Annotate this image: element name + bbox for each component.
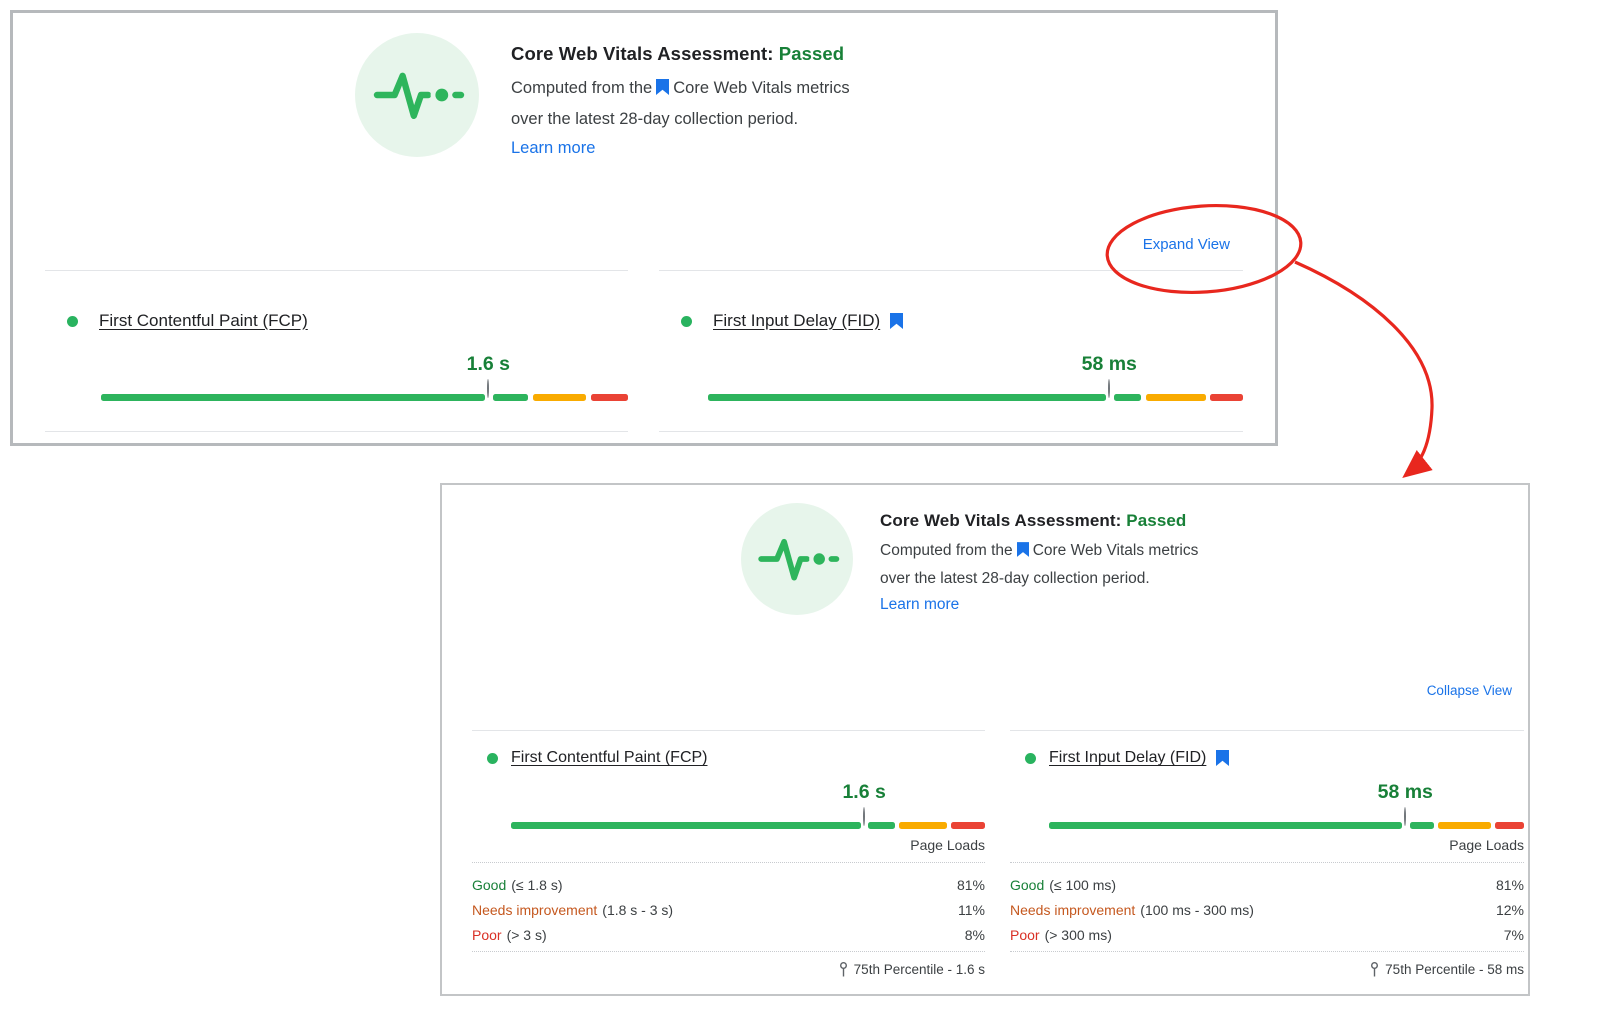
table-row-poor: Poor (> 300 ms) 7% — [1010, 924, 1524, 946]
assessment-desc-2: Core Web Vitals metrics — [1032, 542, 1199, 559]
needs-improvement-range: (1.8 s - 3 s) — [602, 902, 674, 918]
poor-percent: 7% — [1503, 927, 1524, 943]
cwv-assessment-panel-expanded: Core Web Vitals Assessment: Passed Compu… — [440, 483, 1530, 996]
column-divider — [45, 431, 628, 432]
fid-value: 58 ms — [1081, 353, 1137, 375]
good-label: Good — [1010, 877, 1045, 893]
fcp-column: First Contentful Paint (FCP) 1.6 s Page … — [472, 485, 985, 994]
poor-range: (> 3 s) — [506, 927, 547, 943]
percentile-marker-pin — [487, 379, 490, 398]
percentile-marker-pin — [863, 807, 866, 826]
table-row-poor: Poor (> 3 s) 8% — [472, 924, 985, 946]
percentile-text: 75th Percentile - 1.6 s — [853, 962, 985, 977]
core-web-vitals-pulse-icon — [355, 33, 479, 157]
expand-arrow-annotation — [1294, 260, 1434, 479]
good-percent: 81% — [956, 877, 985, 893]
needs-improvement-percent: 12% — [1495, 902, 1524, 918]
column-divider — [45, 270, 628, 271]
bookmark-icon — [1016, 540, 1029, 566]
assessment-desc-1: Computed from the — [880, 542, 1013, 559]
poor-label: Poor — [1010, 927, 1040, 943]
table-row-needs-improvement: Needs improvement (1.8 s - 3 s) 11% — [472, 899, 985, 921]
percentile-marker-pin — [1404, 807, 1407, 826]
percentile-summary: 75th Percentile - 58 ms — [1370, 962, 1524, 977]
good-label: Good — [472, 877, 507, 893]
fid-column: First Input Delay (FID) 58 ms — [659, 13, 1243, 443]
fid-metric-link[interactable]: First Input Delay (FID) — [1049, 749, 1207, 766]
assessment-desc-1: Computed from the — [511, 79, 653, 97]
fid-distribution-bar: 58 ms — [708, 353, 1243, 401]
table-row-good: Good (≤ 100 ms) 81% — [1010, 874, 1524, 896]
assessment-desc-line2: over the latest 28-day collection period… — [511, 110, 799, 128]
good-range: (≤ 1.8 s) — [511, 877, 563, 893]
percentile-summary: 75th Percentile - 1.6 s — [839, 962, 985, 977]
poor-range: (> 300 ms) — [1044, 927, 1112, 943]
page-loads-header: Page Loads — [910, 837, 985, 853]
needs-improvement-label: Needs improvement — [472, 902, 598, 918]
poor-label: Poor — [472, 927, 502, 943]
assessment-header: Core Web Vitals Assessment: Passed Compu… — [511, 43, 850, 163]
pin-icon — [1370, 962, 1379, 977]
fcp-distribution-bar: 1.6 s — [511, 781, 985, 829]
column-divider — [659, 270, 1243, 271]
table-divider — [472, 951, 985, 952]
needs-improvement-label: Needs improvement — [1010, 902, 1136, 918]
table-row-good: Good (≤ 1.8 s) 81% — [472, 874, 985, 896]
good-percent: 81% — [1495, 877, 1524, 893]
pin-icon — [839, 962, 848, 977]
metric-status-dot — [1025, 752, 1036, 764]
metric-status-dot — [67, 315, 78, 327]
table-divider — [1010, 862, 1524, 863]
poor-percent: 8% — [964, 927, 985, 943]
bookmark-icon — [656, 76, 670, 105]
assessment-desc-line2: over the latest 28-day collection period… — [880, 570, 1150, 587]
fid-value: 58 ms — [1377, 781, 1433, 803]
learn-more-link[interactable]: Learn more — [511, 139, 596, 157]
assessment-header: Core Web Vitals Assessment: Passed Compu… — [880, 511, 1198, 618]
fcp-value: 1.6 s — [466, 353, 511, 375]
assessment-desc-2: Core Web Vitals metrics — [673, 79, 850, 97]
assessment-status: Passed — [778, 43, 845, 64]
fcp-column: First Contentful Paint (FCP) 1.6 s — [45, 13, 628, 443]
bookmark-icon — [890, 313, 904, 329]
column-divider — [1010, 730, 1524, 731]
table-divider — [1010, 951, 1524, 952]
fid-distribution-bar: 58 ms — [1049, 781, 1524, 829]
good-range: (≤ 100 ms) — [1049, 877, 1117, 893]
cwv-assessment-panel-collapsed: Core Web Vitals Assessment: Passed Compu… — [10, 10, 1278, 446]
assessment-title: Core Web Vitals Assessment: — [880, 511, 1122, 530]
learn-more-link[interactable]: Learn more — [880, 596, 960, 613]
bookmark-icon — [1216, 750, 1230, 766]
assessment-status: Passed — [1126, 511, 1187, 530]
core-web-vitals-pulse-icon — [741, 503, 853, 615]
fcp-metric-link[interactable]: First Contentful Paint (FCP) — [99, 311, 308, 330]
needs-improvement-percent: 11% — [958, 902, 985, 918]
fcp-value: 1.6 s — [842, 781, 886, 803]
assessment-title: Core Web Vitals Assessment: — [511, 43, 774, 64]
metric-status-dot — [681, 315, 692, 327]
fcp-metric-link[interactable]: First Contentful Paint (FCP) — [511, 749, 708, 766]
fid-column: First Input Delay (FID) 58 ms Page Loads… — [1010, 485, 1524, 994]
table-row-needs-improvement: Needs improvement (100 ms - 300 ms) 12% — [1010, 899, 1524, 921]
column-divider — [472, 730, 985, 731]
fcp-distribution-bar: 1.6 s — [101, 353, 628, 401]
percentile-marker-pin — [1108, 379, 1111, 398]
fid-metric-link[interactable]: First Input Delay (FID) — [713, 311, 881, 330]
needs-improvement-range: (100 ms - 300 ms) — [1140, 902, 1254, 918]
column-divider — [659, 431, 1243, 432]
page-loads-header: Page Loads — [1449, 837, 1524, 853]
percentile-text: 75th Percentile - 58 ms — [1385, 962, 1524, 977]
collapse-view-link[interactable]: Collapse View — [1426, 683, 1512, 698]
metric-status-dot — [487, 752, 498, 764]
table-divider — [472, 862, 985, 863]
